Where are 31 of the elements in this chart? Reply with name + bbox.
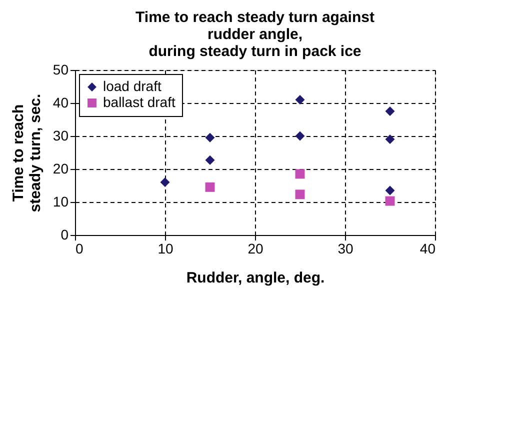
- x-tick-label: 30: [338, 240, 354, 256]
- point: [160, 177, 170, 187]
- x-tick-label: 20: [248, 240, 264, 256]
- x-tick-label: 10: [158, 240, 174, 256]
- point: [385, 106, 395, 116]
- point: [295, 190, 305, 200]
- text: during steady turn in pack ice: [148, 43, 362, 60]
- y-tick-label: 0: [60, 226, 69, 242]
- x-axis-title: Rudder, angle, deg.: [186, 270, 325, 286]
- text: Time to reach: [10, 104, 27, 202]
- point: [205, 132, 215, 142]
- y-tick-label: 50: [52, 62, 69, 78]
- legend-label: load draft: [103, 78, 162, 94]
- x-tick-label: 40: [420, 240, 436, 256]
- text: rudder angle,: [207, 26, 303, 43]
- point: [295, 131, 305, 141]
- point: [295, 94, 305, 104]
- text: steady turn, sec.: [26, 94, 44, 212]
- point: [205, 182, 215, 192]
- y-tick-label: 40: [52, 94, 69, 110]
- point: [205, 155, 215, 165]
- point: [295, 169, 305, 179]
- y-tick-label: 20: [52, 160, 69, 176]
- legend-label: ballast draft: [103, 94, 176, 110]
- y-tick-label: 30: [52, 128, 69, 144]
- point: [385, 134, 395, 144]
- point: [385, 196, 395, 206]
- text: Time to reach steady turn against: [136, 9, 374, 26]
- point: [385, 186, 395, 196]
- x-tick-label: 0: [76, 240, 84, 256]
- y-tick-label: 10: [52, 194, 69, 210]
